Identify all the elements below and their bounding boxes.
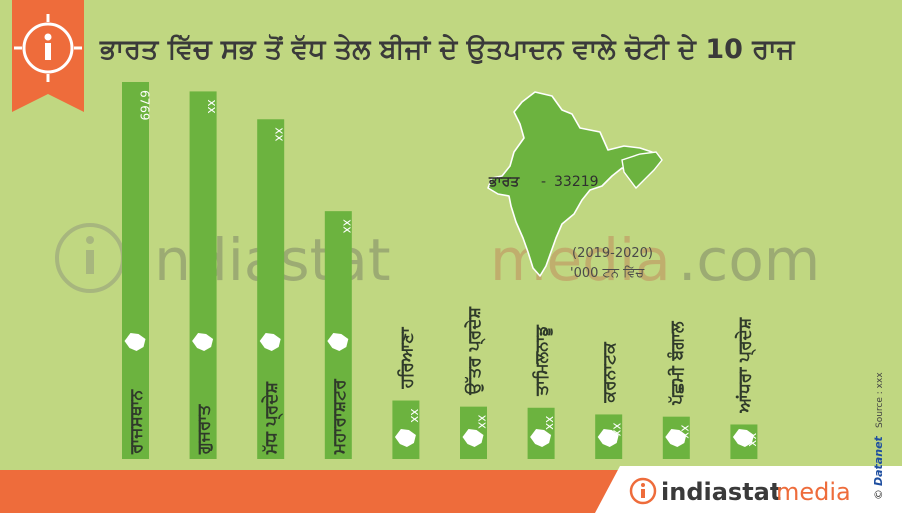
value-label-1: 6769	[138, 90, 152, 121]
state-map-icon-4	[327, 333, 349, 351]
india-label: ਭਾਰਤ	[488, 174, 520, 190]
value-label-3: xx	[273, 127, 287, 141]
footer-logo-indiastat: indiastat	[661, 478, 781, 506]
category-label-9: ਪੱਛਮੀ ਬੰਗਾਲ	[666, 320, 687, 406]
bars-layer: 6769 ਰਾਜਸਥਾਨ xx ਗੁਜਰਾਤ xx ਮੱਧ ਪ੍ਰਦੇਸ਼ xx ਮਹਾਰਾਸ…	[122, 82, 760, 459]
category-label-10: ਆਂਧਰਾ ਪ੍ਰਦੇਸ਼	[734, 317, 757, 413]
category-label-5: ਹਰਿਆਣਾ	[397, 327, 417, 390]
period-label: (2019-2020)	[572, 246, 653, 261]
value-label-7: xx	[543, 416, 557, 430]
india-total-value: 33219	[554, 174, 599, 190]
info-icon-stem	[45, 43, 51, 60]
datanet-brand: Datanet	[872, 435, 885, 486]
header: ਭਾਰਤ ਵਿੱਚ ਸਭ ਤੋਂ ਵੱਧ ਤੇਲ ਬੀਜਾਂ ਦੇ ਉਤਪਾਦਨ…	[12, 0, 796, 112]
credit: © Datanet Source : xxx	[872, 372, 885, 500]
footer-info-icon-stem	[641, 489, 645, 498]
category-label-8: ਕਰਨਾਟਕ	[600, 341, 620, 404]
india-map-northeast	[621, 151, 663, 190]
copyright-symbol: ©	[872, 489, 885, 500]
footer: indiastat media	[0, 466, 902, 513]
state-map-icon-3	[259, 333, 281, 351]
category-label-4: ਮਹਾਰਾਸ਼ਟਰ	[329, 378, 349, 455]
category-label-3: ਮੱਧ ਪ੍ਰਦੇਸ਼	[261, 381, 284, 455]
watermark-text-media: media	[490, 226, 671, 294]
india-inset: ਭਾਰਤ - 33219 (2019-2020) '000 ਟਨ ਵਿੱਚ	[487, 91, 663, 281]
india-map	[487, 91, 657, 277]
bar-3	[257, 119, 285, 459]
category-label-2: ਗੁਜਰਾਤ	[194, 404, 214, 455]
category-label-1: ਰਾਜਸਥਾਨ	[127, 389, 147, 455]
bar-2	[189, 91, 217, 459]
state-map-icon-1	[124, 333, 146, 351]
state-map-icon-7	[530, 429, 552, 447]
source-note: Source : xxx	[875, 372, 885, 428]
footer-logo-media: media	[776, 478, 851, 506]
info-icon-dot	[44, 33, 52, 41]
value-label-5: xx	[408, 409, 422, 423]
category-label-7: ਤਾਮਿਲਨਾਡੂ	[532, 324, 553, 396]
watermark-info-icon-dot	[86, 236, 94, 244]
state-map-icon-2	[192, 333, 214, 351]
info-icon-ring	[22, 22, 74, 74]
bar-1	[122, 82, 149, 459]
state-map-icon-10	[732, 429, 754, 447]
footer-info-icon	[629, 477, 657, 505]
value-label-6: xx	[476, 415, 490, 429]
state-map-icon-5	[394, 429, 416, 447]
value-label-2: xx	[205, 99, 219, 113]
india-separator: -	[541, 174, 546, 190]
unit-label: '000 ਟਨ ਵਿੱਚ	[570, 266, 645, 281]
chart-title: ਭਾਰਤ ਵਿੱਚ ਸਭ ਤੋਂ ਵੱਧ ਤੇਲ ਬੀਜਾਂ ਦੇ ਉਤਪਾਦਨ…	[99, 33, 796, 65]
footer-info-icon-dot	[641, 483, 645, 487]
state-map-icon-9	[665, 429, 687, 447]
watermark-info-icon-bar	[86, 250, 94, 274]
category-label-6: ਉੱਤਰ ਪ੍ਰਦੇਸ਼	[464, 306, 487, 395]
watermark-text-com: .com	[678, 226, 820, 294]
state-map-icon-8	[597, 429, 619, 447]
footer-logo-panel	[595, 466, 902, 513]
value-label-4: xx	[340, 219, 354, 233]
state-map-icon-6	[462, 429, 484, 447]
